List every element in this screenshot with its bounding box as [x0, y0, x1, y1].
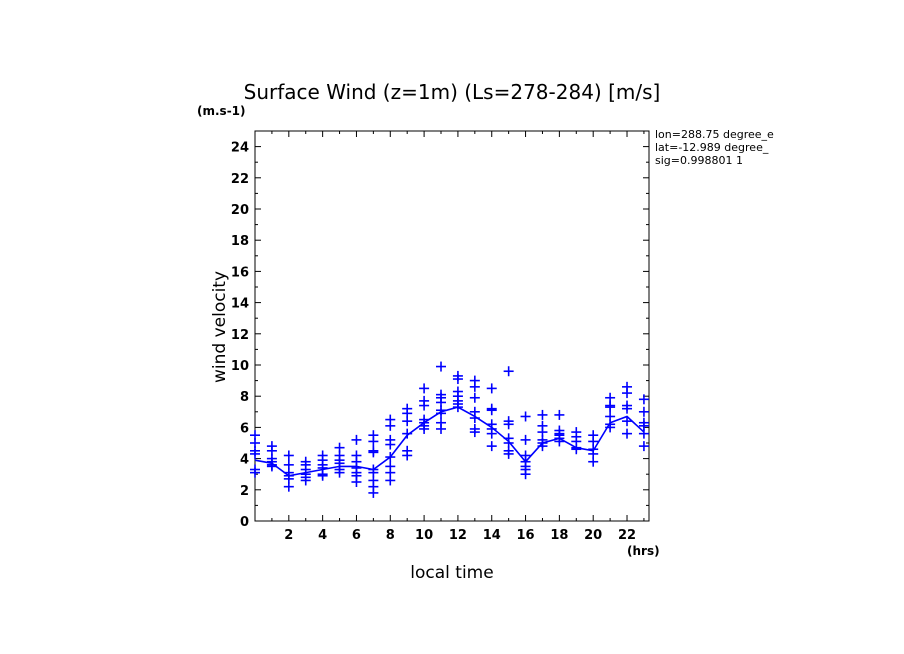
x-tick-label: 2 — [284, 528, 293, 543]
data-point — [368, 487, 379, 498]
y-tick-label: 14 — [231, 297, 249, 312]
data-point — [419, 423, 430, 434]
data-point — [622, 403, 633, 414]
info-line-lat: lat=-12.989 degree_ — [655, 141, 769, 154]
data-point — [520, 434, 531, 445]
x-tick-label: 6 — [352, 528, 361, 543]
data-point — [385, 439, 396, 450]
x-axis-label: local time — [410, 563, 493, 583]
data-point — [469, 392, 480, 403]
y-tick-label: 22 — [231, 172, 249, 187]
y-units-label: (m.s-1) — [197, 104, 246, 118]
data-point — [300, 475, 311, 486]
x-tick-label: 18 — [550, 528, 568, 543]
data-point — [486, 405, 497, 416]
y-tick-label: 0 — [240, 515, 249, 530]
data-point — [638, 394, 649, 405]
x-axis-ticks: 2 4 6 8 10 12 14 16 18 20 22 — [271, 131, 645, 543]
y-tick-label: 18 — [231, 234, 249, 249]
data-point — [537, 409, 548, 420]
y-axis-label: wind velocity — [210, 271, 230, 383]
chart-title: Surface Wind (z=1m) (Ls=278-284) [m/s] — [244, 80, 661, 104]
data-point — [419, 400, 430, 411]
plot-frame — [254, 130, 650, 522]
x-tick-label: 10 — [415, 528, 433, 543]
info-line-lon: lon=288.75 degree_e — [655, 128, 774, 141]
y-tick-label: 4 — [240, 453, 249, 468]
data-point — [368, 447, 379, 458]
x-tick-label: 16 — [517, 528, 535, 543]
data-point — [486, 428, 497, 439]
data-point — [622, 428, 633, 439]
data-point — [250, 448, 260, 459]
data-point — [520, 469, 531, 480]
y-tick-label: 16 — [231, 265, 249, 280]
data-point — [554, 409, 565, 420]
info-line-sig: sig=0.998801 1 — [655, 154, 743, 167]
data-point — [638, 441, 649, 452]
data-point — [283, 450, 294, 461]
data-point — [638, 428, 649, 439]
data-point — [436, 423, 447, 434]
data-point — [503, 448, 514, 459]
data-point — [520, 411, 531, 422]
y-tick-label: 20 — [231, 203, 249, 218]
data-point — [503, 366, 514, 377]
y-tick-label: 12 — [231, 328, 249, 343]
y-tick-label: 10 — [231, 359, 249, 374]
scatter-series — [250, 361, 649, 498]
data-point — [503, 419, 514, 430]
x-tick-label: 8 — [386, 528, 395, 543]
data-point — [283, 481, 294, 492]
data-point — [368, 436, 379, 447]
data-point — [452, 374, 463, 385]
data-point — [605, 402, 616, 413]
data-point — [486, 441, 497, 452]
x-tick-label: 22 — [618, 528, 636, 543]
info-annotation: lon=288.75 degree_e lat=-12.989 degree_ … — [655, 128, 774, 167]
data-point — [588, 456, 599, 467]
data-point — [469, 381, 480, 392]
data-point — [622, 388, 633, 399]
y-tick-label: 8 — [240, 390, 249, 405]
y-tick-label: 2 — [240, 484, 249, 499]
x-tick-label: 14 — [483, 528, 501, 543]
data-point — [486, 383, 497, 394]
data-point — [351, 434, 362, 445]
data-point — [334, 467, 345, 478]
data-point — [402, 416, 413, 427]
data-point — [419, 383, 430, 394]
data-point — [638, 406, 649, 417]
mean-line — [254, 406, 645, 477]
y-tick-label: 24 — [231, 141, 249, 156]
data-point — [402, 450, 413, 461]
data-point — [317, 470, 328, 481]
data-point — [385, 475, 396, 486]
x-tick-label: 4 — [318, 528, 327, 543]
x-units-label: (hrs) — [627, 544, 660, 558]
data-point — [622, 416, 633, 427]
y-tick-label: 6 — [240, 421, 249, 436]
data-point — [250, 467, 260, 478]
x-tick-label: 12 — [449, 528, 467, 543]
data-point — [436, 361, 447, 372]
data-point — [469, 427, 480, 438]
x-tick-label: 20 — [584, 528, 602, 543]
data-point — [385, 420, 396, 431]
data-point — [351, 477, 362, 487]
data-point — [402, 428, 413, 439]
data-point — [571, 444, 582, 455]
